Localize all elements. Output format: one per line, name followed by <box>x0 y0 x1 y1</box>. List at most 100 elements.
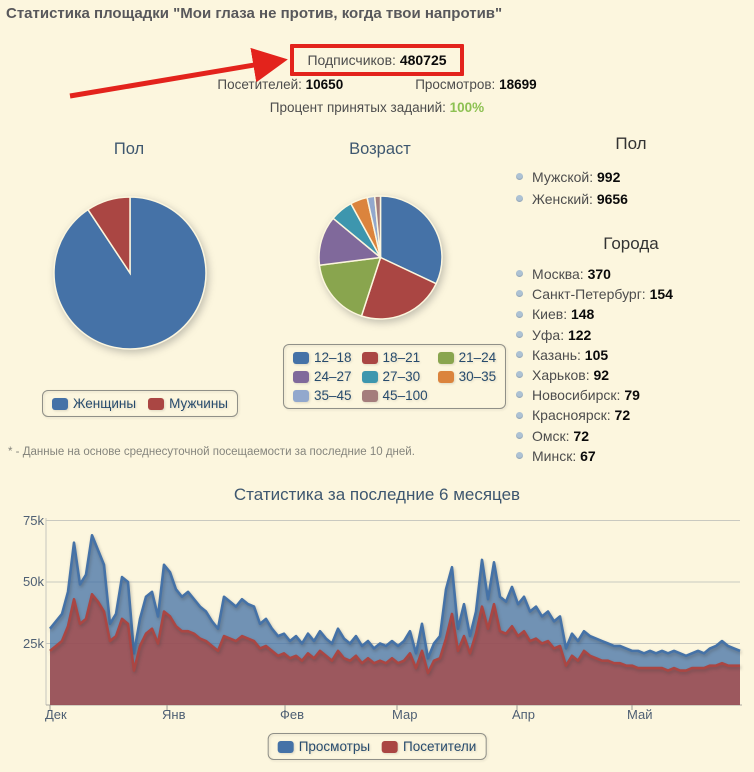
views-stat: Просмотров: 18699 <box>415 77 536 92</box>
bullet-icon <box>516 411 523 419</box>
gender-pie-chart[interactable] <box>52 195 208 351</box>
legend-swatch <box>148 397 165 410</box>
legend-item-undefined[interactable]: Посетители <box>382 739 476 754</box>
legend-item-27–30[interactable]: 27–30 <box>361 369 428 384</box>
item-label: Женский: <box>532 191 597 207</box>
bullet-icon <box>516 330 523 338</box>
x-axis-label-Дек: Дек <box>45 707 67 722</box>
subscribers-label: Подписчиков: <box>307 52 396 68</box>
list-item-Мужской: Мужской: 992 <box>512 166 750 188</box>
legend-swatch <box>293 351 309 364</box>
age-pie-chart[interactable] <box>317 194 444 321</box>
legend-label: 24–27 <box>314 369 352 384</box>
page-title: Статистика площадки "Мои глаза не против… <box>6 5 503 22</box>
item-value: 122 <box>567 326 592 343</box>
item-value: 992 <box>597 169 621 185</box>
list-item-Уфа: Уфа: 122 <box>512 325 750 345</box>
item-value: 92 <box>593 367 610 384</box>
bullet-icon <box>516 350 523 358</box>
item-value: 72 <box>614 407 631 424</box>
legend-label: 35–45 <box>314 388 352 403</box>
pie-slice-12–18[interactable] <box>379 195 443 285</box>
bullet-icon <box>516 371 523 379</box>
legend-item-45–100[interactable]: 45–100 <box>361 388 428 403</box>
pie-slice-Мужчины[interactable] <box>86 196 131 276</box>
subscribers-value: 480725 <box>399 52 447 68</box>
subscribers-row: Подписчиков: 480725 <box>0 44 754 76</box>
pie-slice-45–100[interactable] <box>373 195 382 258</box>
bullet-icon <box>516 290 523 298</box>
pie-slice-18–21[interactable] <box>360 256 438 320</box>
item-value: 72 <box>573 427 589 444</box>
views-value: 18699 <box>499 77 537 92</box>
legend-item-12–18[interactable]: 12–18 <box>293 350 352 365</box>
legend-label: 12–18 <box>314 350 352 365</box>
legend-swatch <box>293 370 309 383</box>
legend-item-Мужчины[interactable]: Мужчины <box>148 396 228 411</box>
legend-item-undefined[interactable]: Просмотры <box>277 739 371 754</box>
y-axis-label-25k: 25k <box>23 635 44 651</box>
list-item-Киев: Киев: 148 <box>512 304 750 324</box>
footnote: * - Данные на основе среднесуточной посе… <box>8 446 415 458</box>
gender-pie-title: Пол <box>113 140 145 158</box>
legend-swatch <box>277 740 294 753</box>
legend-item-24–27[interactable]: 24–27 <box>293 369 352 384</box>
legend-swatch <box>361 370 378 383</box>
bullet-icon <box>516 173 523 180</box>
legend-label: Женщины <box>73 396 137 411</box>
legend-label: 45–100 <box>382 388 428 403</box>
item-label: Санкт-Петербург: <box>532 286 650 303</box>
item-value: 105 <box>584 346 609 363</box>
visitors-label: Посетителей: <box>217 77 302 92</box>
legend-item-21–24[interactable]: 21–24 <box>437 350 497 365</box>
legend-label: 30–35 <box>458 369 497 384</box>
list-item-Женский: Женский: 9656 <box>512 188 750 210</box>
x-axis-label-Мар: Мар <box>392 707 418 722</box>
list-item-Казань: Казань: 105 <box>512 345 750 365</box>
demographics-column: Пол Мужской: 992 Женский: 9656 Города Мос… <box>512 134 750 466</box>
item-label: Москва: <box>532 266 588 282</box>
views-label: Просмотров: <box>415 77 496 92</box>
age-pie-title: Возраст <box>349 140 411 158</box>
item-label: Красноярск: <box>532 407 615 424</box>
gender-stats-list: Мужской: 992 Женский: 9656 <box>512 166 750 210</box>
legend-label: Мужчины <box>169 396 228 411</box>
bullet-icon <box>516 270 523 278</box>
legend-item-30–35[interactable]: 30–35 <box>437 369 497 384</box>
legend-label: 21–24 <box>458 350 497 365</box>
item-label: Мужской: <box>532 169 598 185</box>
y-axis-label-75k: 75k <box>23 512 44 528</box>
series-Посетители[interactable] <box>49 593 740 705</box>
list-item-Харьков: Харьков: 92 <box>512 365 750 385</box>
bullet-icon <box>516 391 523 399</box>
list-item-Москва: Москва: 370 <box>512 264 750 284</box>
x-axis-label-Фев: Фев <box>280 707 305 722</box>
list-item-Новосибирск: Новосибирск: 79 <box>512 385 750 405</box>
item-value: 154 <box>649 286 673 303</box>
legend-label: 27–30 <box>382 369 421 384</box>
accepted-label: Процент принятых заданий: <box>269 100 446 115</box>
traffic-area-chart[interactable] <box>0 510 754 722</box>
legend-swatch <box>52 397 68 410</box>
subscribers-highlight-box: Подписчиков: 480725 <box>290 44 464 76</box>
legend-item-35–45[interactable]: 35–45 <box>293 388 352 403</box>
x-axis-label-Янв: Янв <box>162 707 186 722</box>
legend-item-Женщины[interactable]: Женщины <box>52 396 136 411</box>
list-item-Омск: Омск: 72 <box>512 426 750 446</box>
item-label: Киев: <box>532 306 571 323</box>
legend-swatch <box>437 351 454 364</box>
gender-pie-legend: Женщины Мужчины <box>42 390 238 417</box>
list-item-Санкт-Петербург: Санкт-Петербург: 154 <box>512 284 750 304</box>
legend-swatch <box>361 351 378 364</box>
legend-swatch <box>361 389 378 402</box>
accepted-value: 100% <box>449 100 485 115</box>
legend-swatch <box>437 370 454 383</box>
legend-label: Просмотры <box>298 739 371 754</box>
visitors-views-row: Посетителей: 10650 Просмотров: 18699 <box>0 77 754 92</box>
item-label: Казань: <box>532 346 585 363</box>
legend-item-18–21[interactable]: 18–21 <box>361 350 428 365</box>
pie-slice-21–24[interactable] <box>318 256 382 317</box>
item-value: 148 <box>570 306 595 323</box>
bullet-icon <box>516 310 523 318</box>
